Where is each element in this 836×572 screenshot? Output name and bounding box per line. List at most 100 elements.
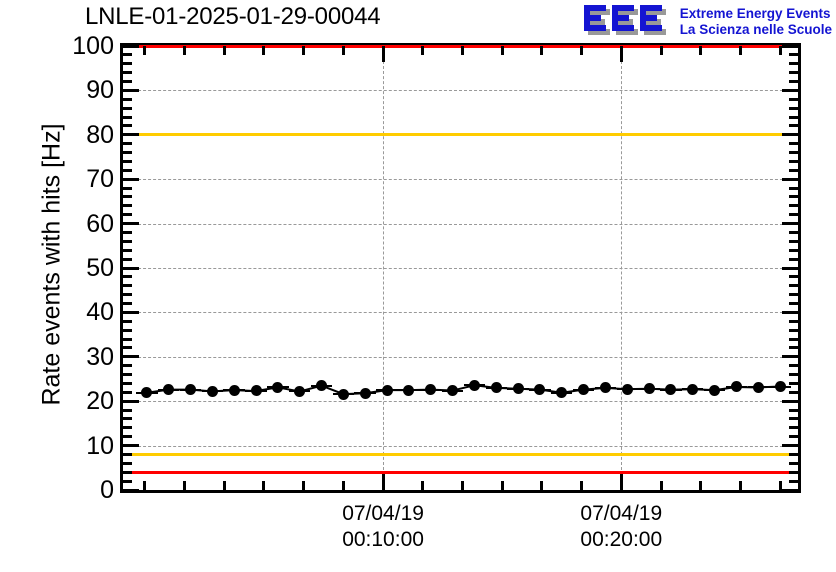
- data-point: [272, 381, 284, 393]
- y-tick-left: [123, 355, 139, 359]
- y-tick-left: [123, 151, 132, 155]
- y-tick-left: [123, 452, 132, 456]
- y-tick-right: [789, 408, 798, 412]
- data-point: [294, 385, 306, 397]
- y-tick-right: [789, 53, 798, 57]
- eee-logo-text: Extreme Energy Events La Scienza nelle S…: [680, 6, 832, 38]
- y-axis-tick-label: 60: [86, 209, 114, 238]
- y-tick-left: [123, 177, 139, 181]
- y-tick-left: [123, 213, 132, 217]
- y-tick-left: [123, 488, 139, 492]
- data-point: [578, 384, 590, 396]
- y-tick-left: [123, 461, 132, 465]
- y-tick-left: [123, 284, 132, 288]
- y-tick-right: [789, 337, 798, 341]
- x-tick-bottom: [381, 474, 385, 490]
- y-tick-left: [123, 115, 132, 119]
- y-tick-left: [123, 239, 132, 243]
- y-tick-right: [789, 106, 798, 110]
- x-tick-bottom: [580, 481, 584, 490]
- y-tick-right: [789, 373, 798, 377]
- y-tick-right: [789, 124, 798, 128]
- y-tick-left: [123, 293, 132, 297]
- threshold-line-upper-warning: [123, 133, 798, 137]
- x-tick-top: [222, 46, 226, 55]
- y-axis-tick-label: 20: [86, 387, 114, 416]
- y-tick-left: [123, 62, 132, 66]
- y-axis-tick-label: 30: [86, 342, 114, 371]
- y-axis-tick-label: 50: [86, 254, 114, 282]
- y-tick-left: [123, 364, 132, 368]
- y-tick-left: [123, 44, 139, 48]
- y-tick-left: [123, 417, 132, 421]
- y-tick-left: [123, 373, 132, 377]
- eee-logo-mark: [583, 4, 674, 40]
- y-tick-right: [789, 390, 798, 394]
- gridline-horizontal: [123, 401, 798, 403]
- y-tick-right: [789, 302, 798, 306]
- y-tick-left: [123, 310, 139, 314]
- y-tick-left: [123, 479, 132, 483]
- y-tick-right: [789, 328, 798, 332]
- y-tick-right: [789, 426, 798, 430]
- gridline-horizontal: [123, 268, 798, 269]
- x-tick-bottom: [778, 481, 782, 490]
- y-tick-left: [123, 195, 132, 199]
- y-tick-right: [789, 381, 798, 385]
- y-tick-left: [123, 159, 132, 163]
- x-tick-bottom: [738, 481, 742, 490]
- y-tick-left: [123, 390, 132, 394]
- x-tick-top: [143, 46, 147, 55]
- y-axis-tick-label: 80: [86, 120, 114, 149]
- data-point: [468, 379, 480, 391]
- x-tick-bottom: [222, 481, 226, 490]
- gridline-vertical: [383, 46, 385, 490]
- x-tick-bottom: [302, 481, 306, 490]
- y-tick-left: [123, 186, 132, 190]
- x-tick-top: [778, 46, 782, 55]
- gridline-vertical: [621, 46, 623, 490]
- y-tick-left: [123, 302, 132, 306]
- y-tick-right: [789, 435, 798, 439]
- data-point: [447, 385, 459, 397]
- x-tick-date: 07/04/19: [580, 502, 663, 525]
- threshold-line-lower-warning: [123, 452, 798, 456]
- y-tick-right: [789, 470, 798, 474]
- data-point: [665, 384, 677, 396]
- x-tick-top: [540, 46, 544, 55]
- x-tick-top: [302, 46, 306, 55]
- x-tick-top: [619, 46, 623, 62]
- data-point: [730, 381, 742, 393]
- x-tick-top: [421, 46, 425, 55]
- y-tick-left: [123, 346, 132, 350]
- y-tick-right: [789, 80, 798, 84]
- x-tick-bottom: [143, 481, 147, 490]
- y-axis-tick-label: 100: [72, 32, 114, 60]
- y-tick-right: [782, 444, 798, 448]
- y-tick-left: [123, 97, 132, 101]
- y-tick-right: [789, 452, 798, 456]
- data-point: [687, 383, 699, 395]
- y-tick-right: [782, 177, 798, 181]
- y-tick-right: [789, 151, 798, 155]
- y-tick-right: [789, 284, 798, 288]
- x-tick-bottom: [699, 481, 703, 490]
- y-tick-left: [123, 399, 139, 403]
- y-tick-right: [789, 479, 798, 483]
- y-tick-left: [123, 124, 132, 128]
- x-axis-tick-label: 07/04/19 00:10:00: [303, 501, 463, 553]
- x-tick-top: [580, 46, 584, 55]
- y-tick-left: [123, 381, 132, 385]
- data-point: [359, 387, 371, 399]
- data-point: [228, 384, 240, 396]
- x-axis-tick-label: 07/04/19 00:20:00: [541, 501, 701, 553]
- y-tick-right: [789, 213, 798, 217]
- y-tick-left: [123, 319, 132, 323]
- x-tick-time: 00:20:00: [580, 528, 663, 551]
- x-tick-date: 07/04/19: [342, 502, 424, 525]
- data-point: [403, 384, 415, 396]
- y-tick-left: [123, 470, 132, 474]
- y-tick-right: [782, 44, 798, 48]
- y-tick-right: [782, 266, 798, 270]
- data-point: [490, 382, 502, 394]
